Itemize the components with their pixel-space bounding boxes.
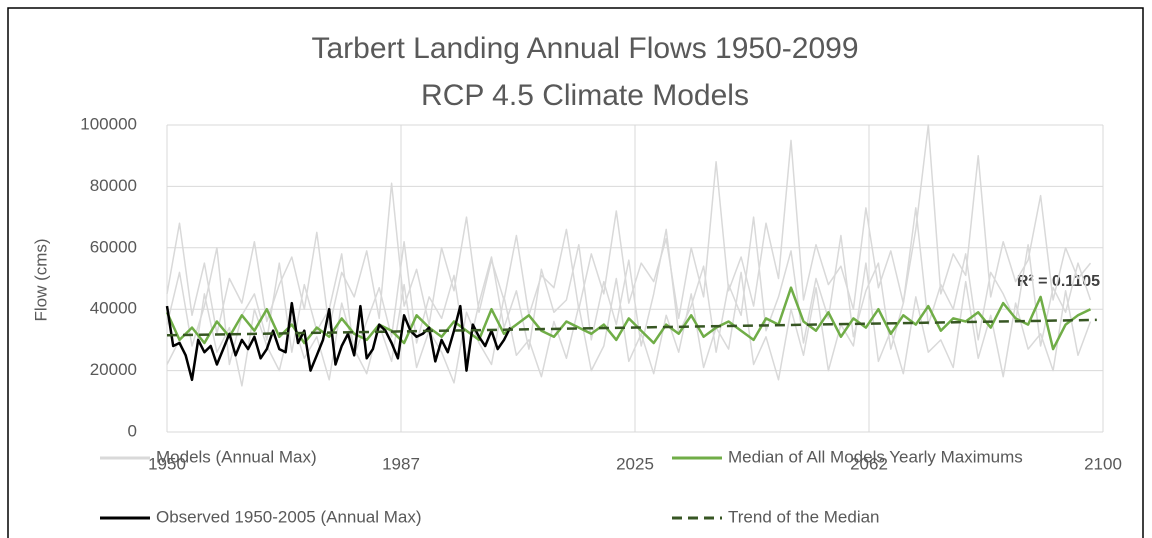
y-tick-label: 20000 xyxy=(90,360,137,379)
series-line xyxy=(166,262,1092,387)
x-tick-label: 2025 xyxy=(616,454,654,473)
chart-title: Tarbert Landing Annual Flows 1950-2099 xyxy=(311,32,858,65)
x-tick-label: 1950 xyxy=(148,454,186,473)
legend-label: Observed 1950-2005 (Annual Max) xyxy=(156,507,422,526)
series-line xyxy=(166,318,1097,337)
y-tick-label: 40000 xyxy=(90,299,137,318)
y-axis-label: Flow (cms) xyxy=(31,238,50,321)
series-line xyxy=(166,207,1092,366)
x-tick-label: 2100 xyxy=(1084,454,1122,473)
legend-label: Median of All Models Yearly Maximums xyxy=(728,447,1023,466)
x-tick-label: 1987 xyxy=(382,454,420,473)
chart-subtitle: RCP 4.5 Climate Models xyxy=(421,79,749,112)
y-tick-label: 60000 xyxy=(90,237,137,256)
series-line xyxy=(166,124,1092,335)
y-tick-label: 80000 xyxy=(90,176,137,195)
chart-frame xyxy=(7,7,1144,538)
y-tick-label: 0 xyxy=(128,421,137,440)
y-tick-label: 100000 xyxy=(80,114,137,133)
legend-label: Models (Annual Max) xyxy=(156,447,317,466)
legend-label: Trend of the Median xyxy=(728,507,880,526)
x-tick-label: 2062 xyxy=(850,454,888,473)
series-line xyxy=(165,301,512,382)
